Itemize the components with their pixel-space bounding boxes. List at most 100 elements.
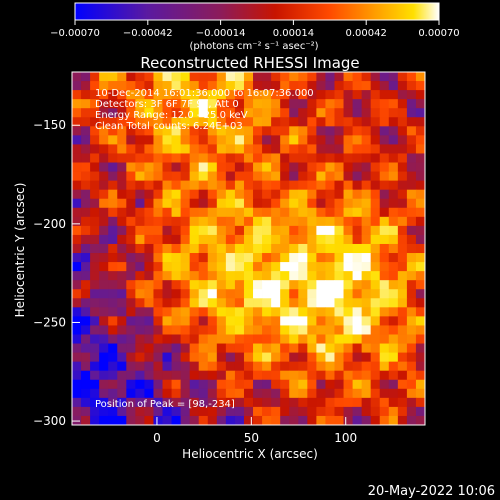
heatmap-cell: [144, 379, 154, 390]
heatmap-cell: [135, 370, 145, 381]
heatmap-cell: [243, 370, 254, 381]
heatmap-cell: [144, 171, 154, 182]
heatmap-cell: [162, 144, 172, 154]
heatmap-cell: [108, 406, 118, 417]
heatmap-cell: [415, 298, 426, 308]
heatmap-cell: [216, 352, 227, 363]
heatmap-cell: [289, 171, 299, 182]
heatmap-cell: [135, 216, 145, 227]
heatmap-cell: [99, 135, 109, 145]
heatmap-cell: [307, 262, 317, 272]
heatmap-cell: [298, 198, 308, 209]
heatmap-cell: [316, 262, 326, 272]
heatmap-cell: [144, 225, 154, 236]
heatmap-cell: [180, 153, 191, 163]
heatmap-cell: [90, 99, 100, 109]
heatmap-cell: [198, 108, 209, 118]
heatmap-cell: [280, 334, 290, 344]
heatmap-cell: [415, 271, 426, 281]
heatmap-cell: [72, 99, 82, 109]
heatmap-cell: [189, 81, 200, 91]
heatmap-cell: [289, 216, 299, 227]
heatmap-cell: [126, 135, 136, 145]
heatmap-cell: [325, 415, 335, 426]
heatmap-cell: [253, 388, 263, 399]
heatmap-cell: [379, 126, 390, 136]
heatmap-cell: [189, 90, 200, 100]
heatmap-cell: [334, 153, 344, 163]
heatmap-cell: [379, 325, 390, 335]
heatmap-cell: [180, 415, 191, 426]
heatmap-cell: [135, 207, 145, 218]
heatmap-cell: [361, 406, 372, 417]
heatmap-cell: [189, 126, 200, 136]
heatmap-cell: [225, 72, 236, 82]
heatmap-cell: [117, 225, 127, 236]
heatmap-cell: [90, 216, 100, 227]
heatmap-cell: [289, 388, 299, 399]
heatmap-cell: [81, 415, 91, 426]
heatmap-cell: [280, 72, 290, 82]
heatmap-cell: [207, 72, 218, 82]
heatmap-cell: [307, 316, 317, 326]
heatmap-cell: [406, 117, 417, 127]
heatmap-cell: [216, 271, 227, 281]
heatmap-cell: [307, 343, 317, 353]
heatmap-cell: [99, 216, 109, 227]
heatmap-cell: [135, 225, 145, 236]
heatmap-cell: [370, 298, 381, 308]
heatmap-cell: [253, 99, 263, 109]
heatmap-cell: [162, 307, 172, 317]
heatmap-cell: [352, 216, 363, 227]
heatmap-cell: [289, 225, 299, 236]
heatmap-cell: [379, 207, 390, 218]
heatmap-cell: [379, 379, 390, 390]
heatmap-cell: [198, 253, 209, 263]
heatmap-cell: [325, 262, 335, 272]
heatmap-cell: [379, 180, 390, 191]
heatmap-cell: [253, 289, 263, 299]
heatmap-cell: [198, 406, 209, 417]
heatmap-cell: [415, 253, 426, 263]
heatmap-cell: [162, 135, 172, 145]
heatmap-cell: [334, 162, 344, 172]
heatmap-cell: [162, 397, 172, 408]
heatmap-cell: [216, 334, 227, 344]
heatmap-cell: [271, 352, 281, 363]
heatmap-cell: [280, 243, 290, 254]
heatmap-cell: [334, 253, 344, 263]
heatmap-cell: [352, 189, 363, 200]
heatmap-cell: [99, 415, 109, 426]
heatmap-cell: [343, 198, 353, 209]
heatmap-cell: [388, 162, 399, 172]
heatmap-cell: [334, 379, 344, 390]
heatmap-cell: [316, 171, 326, 182]
heatmap-cell: [397, 225, 408, 236]
heatmap-cell: [325, 117, 335, 127]
heatmap-cell: [162, 352, 172, 363]
heatmap-cell: [388, 126, 399, 136]
heatmap-cell: [280, 343, 290, 353]
heatmap-cell: [126, 388, 136, 399]
heatmap-cell: [289, 298, 299, 308]
heatmap-cell: [81, 343, 91, 353]
heatmap-cell: [352, 126, 363, 136]
heatmap-cell: [153, 289, 163, 299]
heatmap-cell: [271, 316, 281, 326]
heatmap-cell: [271, 117, 281, 127]
heatmap-cell: [108, 90, 118, 100]
heatmap-cell: [334, 307, 344, 317]
heatmap-cell: [180, 216, 191, 227]
heatmap-cell: [415, 316, 426, 326]
heatmap-cell: [216, 406, 227, 417]
heatmap-cell: [280, 216, 290, 227]
heatmap-cell: [81, 90, 91, 100]
heatmap-cell: [343, 370, 353, 381]
heatmap-cell: [171, 234, 182, 245]
heatmap-cell: [388, 289, 399, 299]
heatmap-cell: [343, 207, 353, 218]
heatmap-cell: [352, 162, 363, 172]
heatmap-cell: [352, 108, 363, 118]
heatmap-cell: [343, 126, 353, 136]
heatmap-cell: [343, 307, 353, 317]
